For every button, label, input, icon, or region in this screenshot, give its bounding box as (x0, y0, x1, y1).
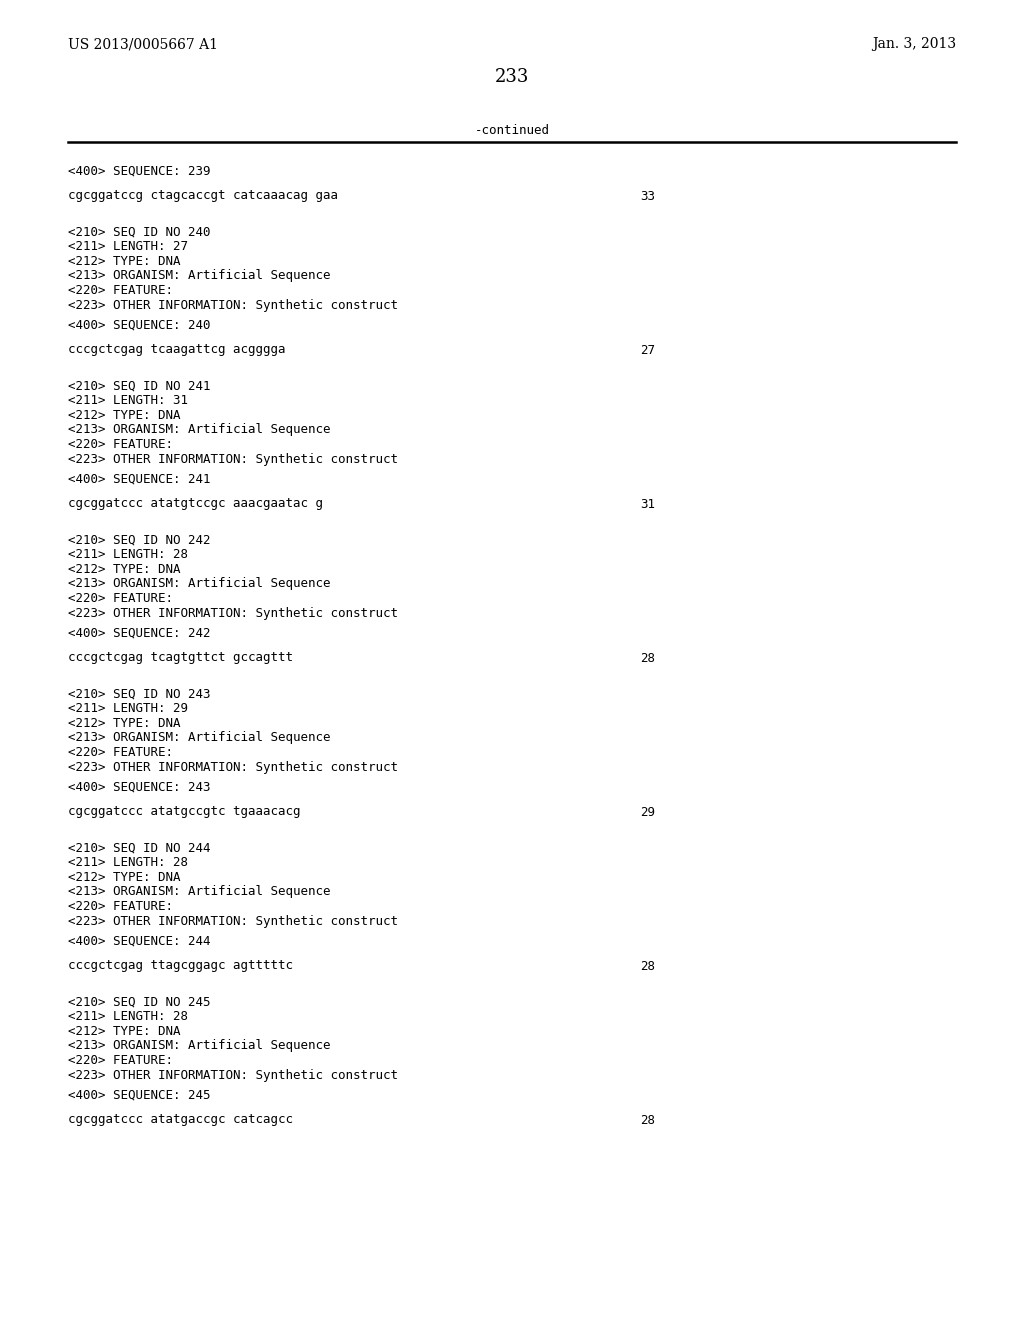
Text: cgcggatccc atatgaccgc catcagcc: cgcggatccc atatgaccgc catcagcc (68, 1114, 293, 1126)
Text: <211> LENGTH: 27: <211> LENGTH: 27 (68, 240, 188, 253)
Text: US 2013/0005667 A1: US 2013/0005667 A1 (68, 37, 218, 51)
Text: <213> ORGANISM: Artificial Sequence: <213> ORGANISM: Artificial Sequence (68, 731, 331, 744)
Text: 33: 33 (640, 190, 655, 202)
Text: <210> SEQ ID NO 240: <210> SEQ ID NO 240 (68, 226, 211, 239)
Text: Jan. 3, 2013: Jan. 3, 2013 (871, 37, 956, 51)
Text: <210> SEQ ID NO 242: <210> SEQ ID NO 242 (68, 535, 211, 546)
Text: <223> OTHER INFORMATION: Synthetic construct: <223> OTHER INFORMATION: Synthetic const… (68, 915, 398, 928)
Text: <400> SEQUENCE: 242: <400> SEQUENCE: 242 (68, 627, 211, 640)
Text: 27: 27 (640, 343, 655, 356)
Text: <212> TYPE: DNA: <212> TYPE: DNA (68, 871, 180, 884)
Text: <400> SEQUENCE: 245: <400> SEQUENCE: 245 (68, 1089, 211, 1102)
Text: <211> LENGTH: 31: <211> LENGTH: 31 (68, 395, 188, 408)
Text: <220> FEATURE:: <220> FEATURE: (68, 900, 173, 913)
Text: <223> OTHER INFORMATION: Synthetic construct: <223> OTHER INFORMATION: Synthetic const… (68, 606, 398, 619)
Text: 28: 28 (640, 652, 655, 664)
Text: <400> SEQUENCE: 240: <400> SEQUENCE: 240 (68, 319, 211, 333)
Text: <220> FEATURE:: <220> FEATURE: (68, 746, 173, 759)
Text: <212> TYPE: DNA: <212> TYPE: DNA (68, 1026, 180, 1038)
Text: <213> ORGANISM: Artificial Sequence: <213> ORGANISM: Artificial Sequence (68, 886, 331, 899)
Text: cgcggatccc atatgccgtc tgaaacacg: cgcggatccc atatgccgtc tgaaacacg (68, 805, 300, 818)
Text: <220> FEATURE:: <220> FEATURE: (68, 284, 173, 297)
Text: 233: 233 (495, 69, 529, 86)
Text: <400> SEQUENCE: 243: <400> SEQUENCE: 243 (68, 781, 211, 795)
Text: <400> SEQUENCE: 239: <400> SEQUENCE: 239 (68, 165, 211, 178)
Text: cgcggatccc atatgtccgc aaacgaatac g: cgcggatccc atatgtccgc aaacgaatac g (68, 498, 323, 511)
Text: 31: 31 (640, 498, 655, 511)
Text: <211> LENGTH: 28: <211> LENGTH: 28 (68, 549, 188, 561)
Text: <212> TYPE: DNA: <212> TYPE: DNA (68, 564, 180, 576)
Text: <210> SEQ ID NO 243: <210> SEQ ID NO 243 (68, 688, 211, 701)
Text: <211> LENGTH: 28: <211> LENGTH: 28 (68, 1011, 188, 1023)
Text: <212> TYPE: DNA: <212> TYPE: DNA (68, 409, 180, 422)
Text: <223> OTHER INFORMATION: Synthetic construct: <223> OTHER INFORMATION: Synthetic const… (68, 453, 398, 466)
Text: 28: 28 (640, 960, 655, 973)
Text: <220> FEATURE:: <220> FEATURE: (68, 591, 173, 605)
Text: <211> LENGTH: 28: <211> LENGTH: 28 (68, 857, 188, 870)
Text: <220> FEATURE:: <220> FEATURE: (68, 1053, 173, 1067)
Text: <220> FEATURE:: <220> FEATURE: (68, 438, 173, 451)
Text: 29: 29 (640, 805, 655, 818)
Text: cccgctcgag tcaagattcg acgggga: cccgctcgag tcaagattcg acgggga (68, 343, 286, 356)
Text: <213> ORGANISM: Artificial Sequence: <213> ORGANISM: Artificial Sequence (68, 269, 331, 282)
Text: <213> ORGANISM: Artificial Sequence: <213> ORGANISM: Artificial Sequence (68, 1040, 331, 1052)
Text: <213> ORGANISM: Artificial Sequence: <213> ORGANISM: Artificial Sequence (68, 578, 331, 590)
Text: <212> TYPE: DNA: <212> TYPE: DNA (68, 717, 180, 730)
Text: <210> SEQ ID NO 245: <210> SEQ ID NO 245 (68, 997, 211, 1008)
Text: <212> TYPE: DNA: <212> TYPE: DNA (68, 255, 180, 268)
Text: <210> SEQ ID NO 244: <210> SEQ ID NO 244 (68, 842, 211, 855)
Text: <211> LENGTH: 29: <211> LENGTH: 29 (68, 702, 188, 715)
Text: -continued: -continued (474, 124, 550, 137)
Text: <213> ORGANISM: Artificial Sequence: <213> ORGANISM: Artificial Sequence (68, 424, 331, 437)
Text: 28: 28 (640, 1114, 655, 1126)
Text: <400> SEQUENCE: 244: <400> SEQUENCE: 244 (68, 935, 211, 948)
Text: <223> OTHER INFORMATION: Synthetic construct: <223> OTHER INFORMATION: Synthetic const… (68, 298, 398, 312)
Text: cgcggatccg ctagcaccgt catcaaacag gaa: cgcggatccg ctagcaccgt catcaaacag gaa (68, 190, 338, 202)
Text: <400> SEQUENCE: 241: <400> SEQUENCE: 241 (68, 473, 211, 486)
Text: <223> OTHER INFORMATION: Synthetic construct: <223> OTHER INFORMATION: Synthetic const… (68, 760, 398, 774)
Text: cccgctcgag tcagtgttct gccagttt: cccgctcgag tcagtgttct gccagttt (68, 652, 293, 664)
Text: <210> SEQ ID NO 241: <210> SEQ ID NO 241 (68, 380, 211, 393)
Text: cccgctcgag ttagcggagc agtttttc: cccgctcgag ttagcggagc agtttttc (68, 960, 293, 973)
Text: <223> OTHER INFORMATION: Synthetic construct: <223> OTHER INFORMATION: Synthetic const… (68, 1068, 398, 1081)
